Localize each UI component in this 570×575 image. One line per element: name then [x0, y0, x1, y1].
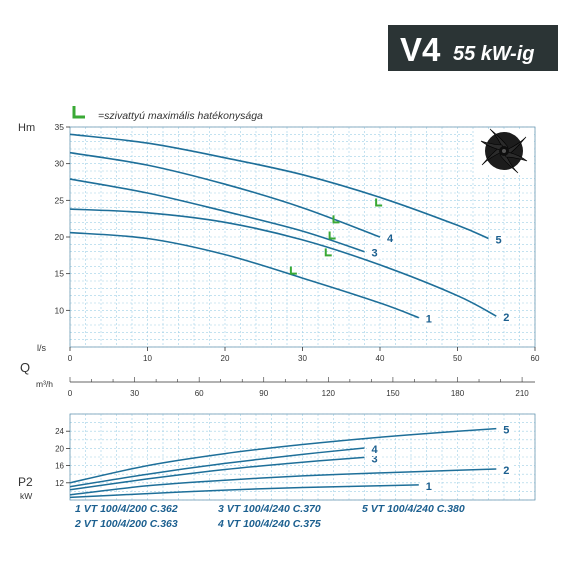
- power-y-tick-label: 20: [55, 444, 64, 453]
- efficiency-legend: =szivattyú maximális hatékonysága: [72, 106, 263, 122]
- head-panel: 10 15 20 25 30 35 0 10 20 30 40 50 60 Hm l/s 1 2 34 5: [18, 122, 540, 363]
- head-curve-1: [69, 231, 420, 319]
- efficiency-mark-icon: [72, 106, 85, 119]
- power-curve-4: [69, 447, 365, 488]
- power-curve-2: [69, 468, 497, 496]
- head-curve-4: [69, 151, 381, 238]
- power-y-tick-label: 16: [55, 462, 64, 471]
- model-entry-4: 4 VT 100/4/240 C.375: [217, 518, 321, 530]
- flow-ls-tick-label: 0: [68, 354, 73, 363]
- flow-m3h-tick-label: 0: [68, 389, 73, 398]
- flow-ls-tick-label: 50: [453, 354, 462, 363]
- flow-m3h-axis: 0 30 60 90 120 150 180 210 Qm³/h: [20, 360, 535, 398]
- efficiency-mark: [289, 266, 297, 275]
- power-curve-label-2: 2: [503, 465, 509, 477]
- head-curve-label-2: 2: [503, 312, 509, 324]
- head-y-tick-label: 20: [55, 232, 65, 242]
- power-unit-label: kW: [20, 491, 32, 501]
- power-range: 55 kW-ig: [453, 43, 535, 65]
- model-list: 1 VT 100/4/200 C.362 2 VT 100/4/200 C.363…: [74, 503, 465, 530]
- power-curve-1: [69, 484, 419, 499]
- head-curve-2: [69, 208, 497, 317]
- flow-ls-tick-label: 30: [298, 354, 307, 363]
- flow-ls-tick-label: 20: [221, 354, 230, 363]
- model-badge-background: [388, 25, 558, 71]
- power-curve-label-5-bg: [498, 422, 514, 438]
- power-curve-label-4: 4: [371, 444, 378, 456]
- flow-axis-label: Q: [20, 360, 30, 375]
- head-y-tick-label: 25: [55, 195, 65, 205]
- head-curve-label-1-bg: [421, 311, 437, 327]
- head-axis-label: Hm: [18, 122, 35, 134]
- flow-m3h-tick-label: 210: [515, 389, 529, 398]
- power-curve-label-2-bg: [498, 462, 514, 478]
- efficiency-mark: [324, 248, 332, 257]
- flow-m3h-tick-label: 90: [259, 389, 268, 398]
- head-curve-label-2-bg: [498, 309, 514, 325]
- power-axis-label: P2: [18, 475, 33, 489]
- power-curve-label-4-bg: [367, 441, 382, 457]
- power-curve-3: [69, 456, 365, 491]
- head-curve-label-1: 1: [426, 314, 432, 326]
- impeller-icon: [474, 128, 534, 174]
- flow-ls-tick-label: 40: [376, 354, 385, 363]
- flow-m3h-tick-label: 180: [451, 389, 465, 398]
- power-curve-5: [69, 427, 497, 484]
- flow-m3h-tick-label: 120: [322, 389, 336, 398]
- head-curve-label-4-bg: [382, 230, 398, 246]
- flow-m3h-tick-label: 150: [386, 389, 400, 398]
- power-curve-label-1: 1: [426, 481, 432, 493]
- power-curve-label-1-bg: [421, 478, 437, 494]
- efficiency-legend-text: =szivattyú maximális hatékonysága: [98, 110, 263, 122]
- head-y-tick-label: 30: [55, 159, 65, 169]
- head-y-tick-label: 15: [55, 269, 65, 279]
- head-curve-label-4: 4: [387, 233, 394, 245]
- flow-m3h-tick-label: 30: [130, 389, 139, 398]
- model-entry-3: 3 VT 100/4/240 C.370: [218, 503, 321, 515]
- model-entry-1: 1 VT 100/4/200 C.362: [75, 503, 178, 515]
- head-curve-3: [69, 178, 365, 253]
- power-frame: [69, 413, 536, 501]
- head-curve-label-5-bg: [491, 231, 506, 247]
- head-curve-label-3: 3: [371, 248, 377, 260]
- model-entry-5: 5 VT 100/4/240 C.380: [362, 503, 465, 515]
- head-y-tick-label: 35: [55, 122, 65, 132]
- head-y-tick-label: 10: [55, 305, 65, 315]
- head-curve-label-5: 5: [495, 234, 501, 246]
- power-y-tick-label: 24: [55, 427, 64, 436]
- head-curve-5: [69, 133, 489, 240]
- power-y-tick-label: 12: [55, 479, 64, 488]
- efficiency-mark: [328, 231, 336, 240]
- flow-m3h-unit-label: m³/h: [36, 379, 53, 389]
- model-entry-2: 2 VT 100/4/200 C.363: [74, 518, 178, 530]
- model-badge: V4 55 kW-ig: [388, 25, 558, 71]
- model-code: V4: [400, 31, 441, 68]
- flow-ls-tick-label: 10: [143, 354, 152, 363]
- efficiency-mark: [375, 198, 383, 207]
- flow-ls-unit-label: l/s: [37, 343, 47, 353]
- flow-ls-tick-label: 60: [531, 354, 540, 363]
- head-curve-label-3-bg: [367, 245, 382, 261]
- power-curve-label-5: 5: [503, 425, 509, 437]
- efficiency-mark: [332, 215, 340, 224]
- flow-m3h-tick-label: 60: [195, 389, 204, 398]
- power-curve-label-3: 3: [371, 453, 377, 465]
